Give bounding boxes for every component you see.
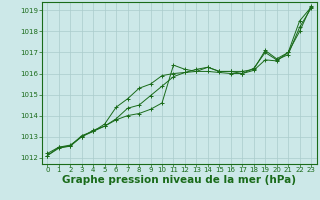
X-axis label: Graphe pression niveau de la mer (hPa): Graphe pression niveau de la mer (hPa) bbox=[62, 175, 296, 185]
